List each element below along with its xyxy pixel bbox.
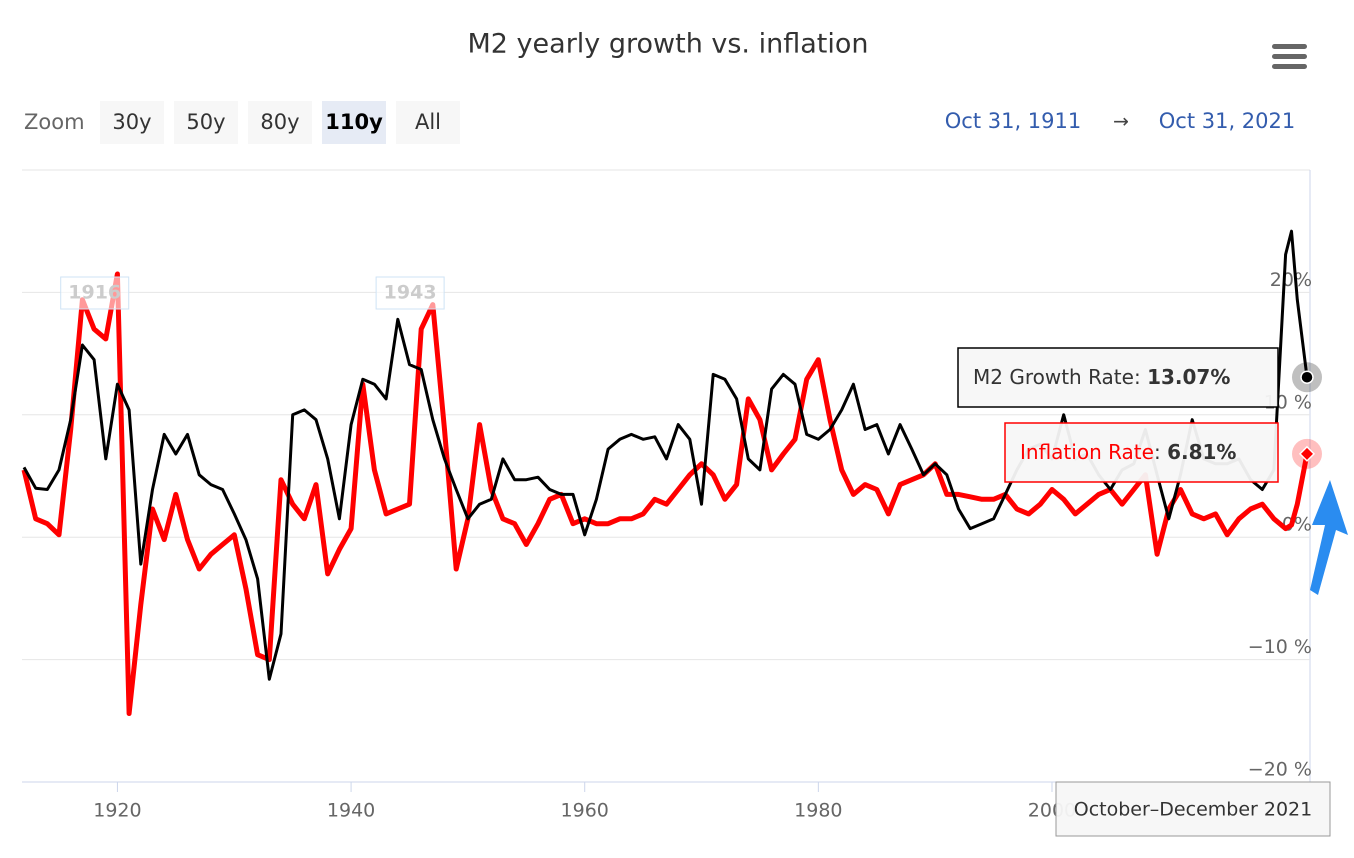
zoom-button[interactable]: 30y [100, 101, 164, 144]
zoom-button[interactable]: 50y [174, 101, 238, 144]
tooltip-name: M2 Growth Rate [973, 365, 1134, 389]
flags: 1916 1943 [60, 276, 445, 310]
zoom-button-bg [174, 101, 238, 144]
range-from[interactable]: Oct 31, 1911 [945, 109, 1082, 133]
menu-bar [1272, 54, 1307, 59]
tooltip-value: 13.07% [1147, 365, 1230, 389]
series-line [21, 271, 1310, 716]
x-tick-label: 1920 [93, 800, 141, 822]
menu-bar [1272, 44, 1307, 49]
flag-box [60, 276, 130, 310]
zoom-button-bg [322, 101, 386, 144]
x-tick-label: 1960 [561, 800, 609, 822]
zoom-button-bg [248, 101, 312, 144]
menu-bar [1272, 64, 1307, 69]
zoom-button-label: 50y [186, 110, 225, 134]
x-tick-label: 1980 [794, 800, 842, 822]
tooltip-name: Inflation Rate [1020, 440, 1154, 464]
zoom-button-label: 110y [325, 110, 383, 134]
menu-button[interactable] [1272, 44, 1307, 69]
zoom-button-bg [100, 101, 164, 144]
cursor-arrow [1310, 480, 1348, 595]
flag-box [375, 276, 445, 310]
zoom-button[interactable]: 110y [322, 101, 386, 144]
hover-point [1300, 370, 1314, 384]
range-selector: Zoom 30y 50y 80y 110y All Oct 31, 1911 → Oct 31,… [24, 101, 1295, 144]
chart-title: M2 yearly growth vs. inflation [468, 29, 869, 60]
zoom-button-bg [396, 101, 460, 144]
y-tick-label: 20% [1270, 269, 1312, 291]
hover-point [1298, 445, 1316, 462]
tooltip-date-box [1055, 781, 1331, 837]
tooltip: M2 Growth Rate: 13.07% Inflation Rate: 6.… [957, 347, 1331, 837]
y-tick-label: 0% [1282, 514, 1312, 536]
zoom-button-label: All [415, 110, 441, 134]
y-tick-label: −10 % [1248, 636, 1312, 658]
tooltip-colon: : [1154, 440, 1167, 464]
zoom-button-label: 30y [112, 110, 151, 134]
range-arrow: → [1113, 111, 1129, 133]
zoom-button-label: 80y [260, 110, 299, 134]
range-to[interactable]: Oct 31, 2021 [1159, 109, 1296, 133]
flag-label: 1916 [68, 282, 121, 304]
tooltip-value: 6.81% [1167, 440, 1236, 464]
tooltip-box [1004, 422, 1279, 483]
x-tick-label: 1940 [327, 800, 375, 822]
grid: −20 %−10 %0%10 %20%1920 1940 1960 1980 2000 [22, 269, 1312, 822]
flag-label: 1943 [384, 282, 437, 304]
y-tick-label: −20 % [1248, 759, 1312, 781]
tooltip-text: Inflation Rate: 6.81% [1020, 440, 1236, 464]
zoom-button[interactable]: All [396, 101, 460, 144]
tooltip-date: October–December 2021 [1074, 799, 1312, 821]
tooltip-colon: : [1134, 365, 1147, 389]
tooltip-box [957, 347, 1279, 408]
tooltip-text: M2 Growth Rate: 13.07% [973, 365, 1230, 389]
zoom-label: Zoom [24, 110, 85, 134]
zoom-button[interactable]: 80y [248, 101, 312, 144]
